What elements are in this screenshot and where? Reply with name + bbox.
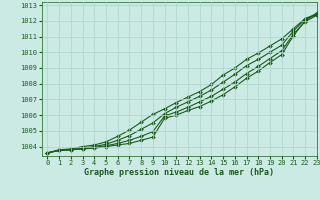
X-axis label: Graphe pression niveau de la mer (hPa): Graphe pression niveau de la mer (hPa)	[84, 168, 274, 177]
